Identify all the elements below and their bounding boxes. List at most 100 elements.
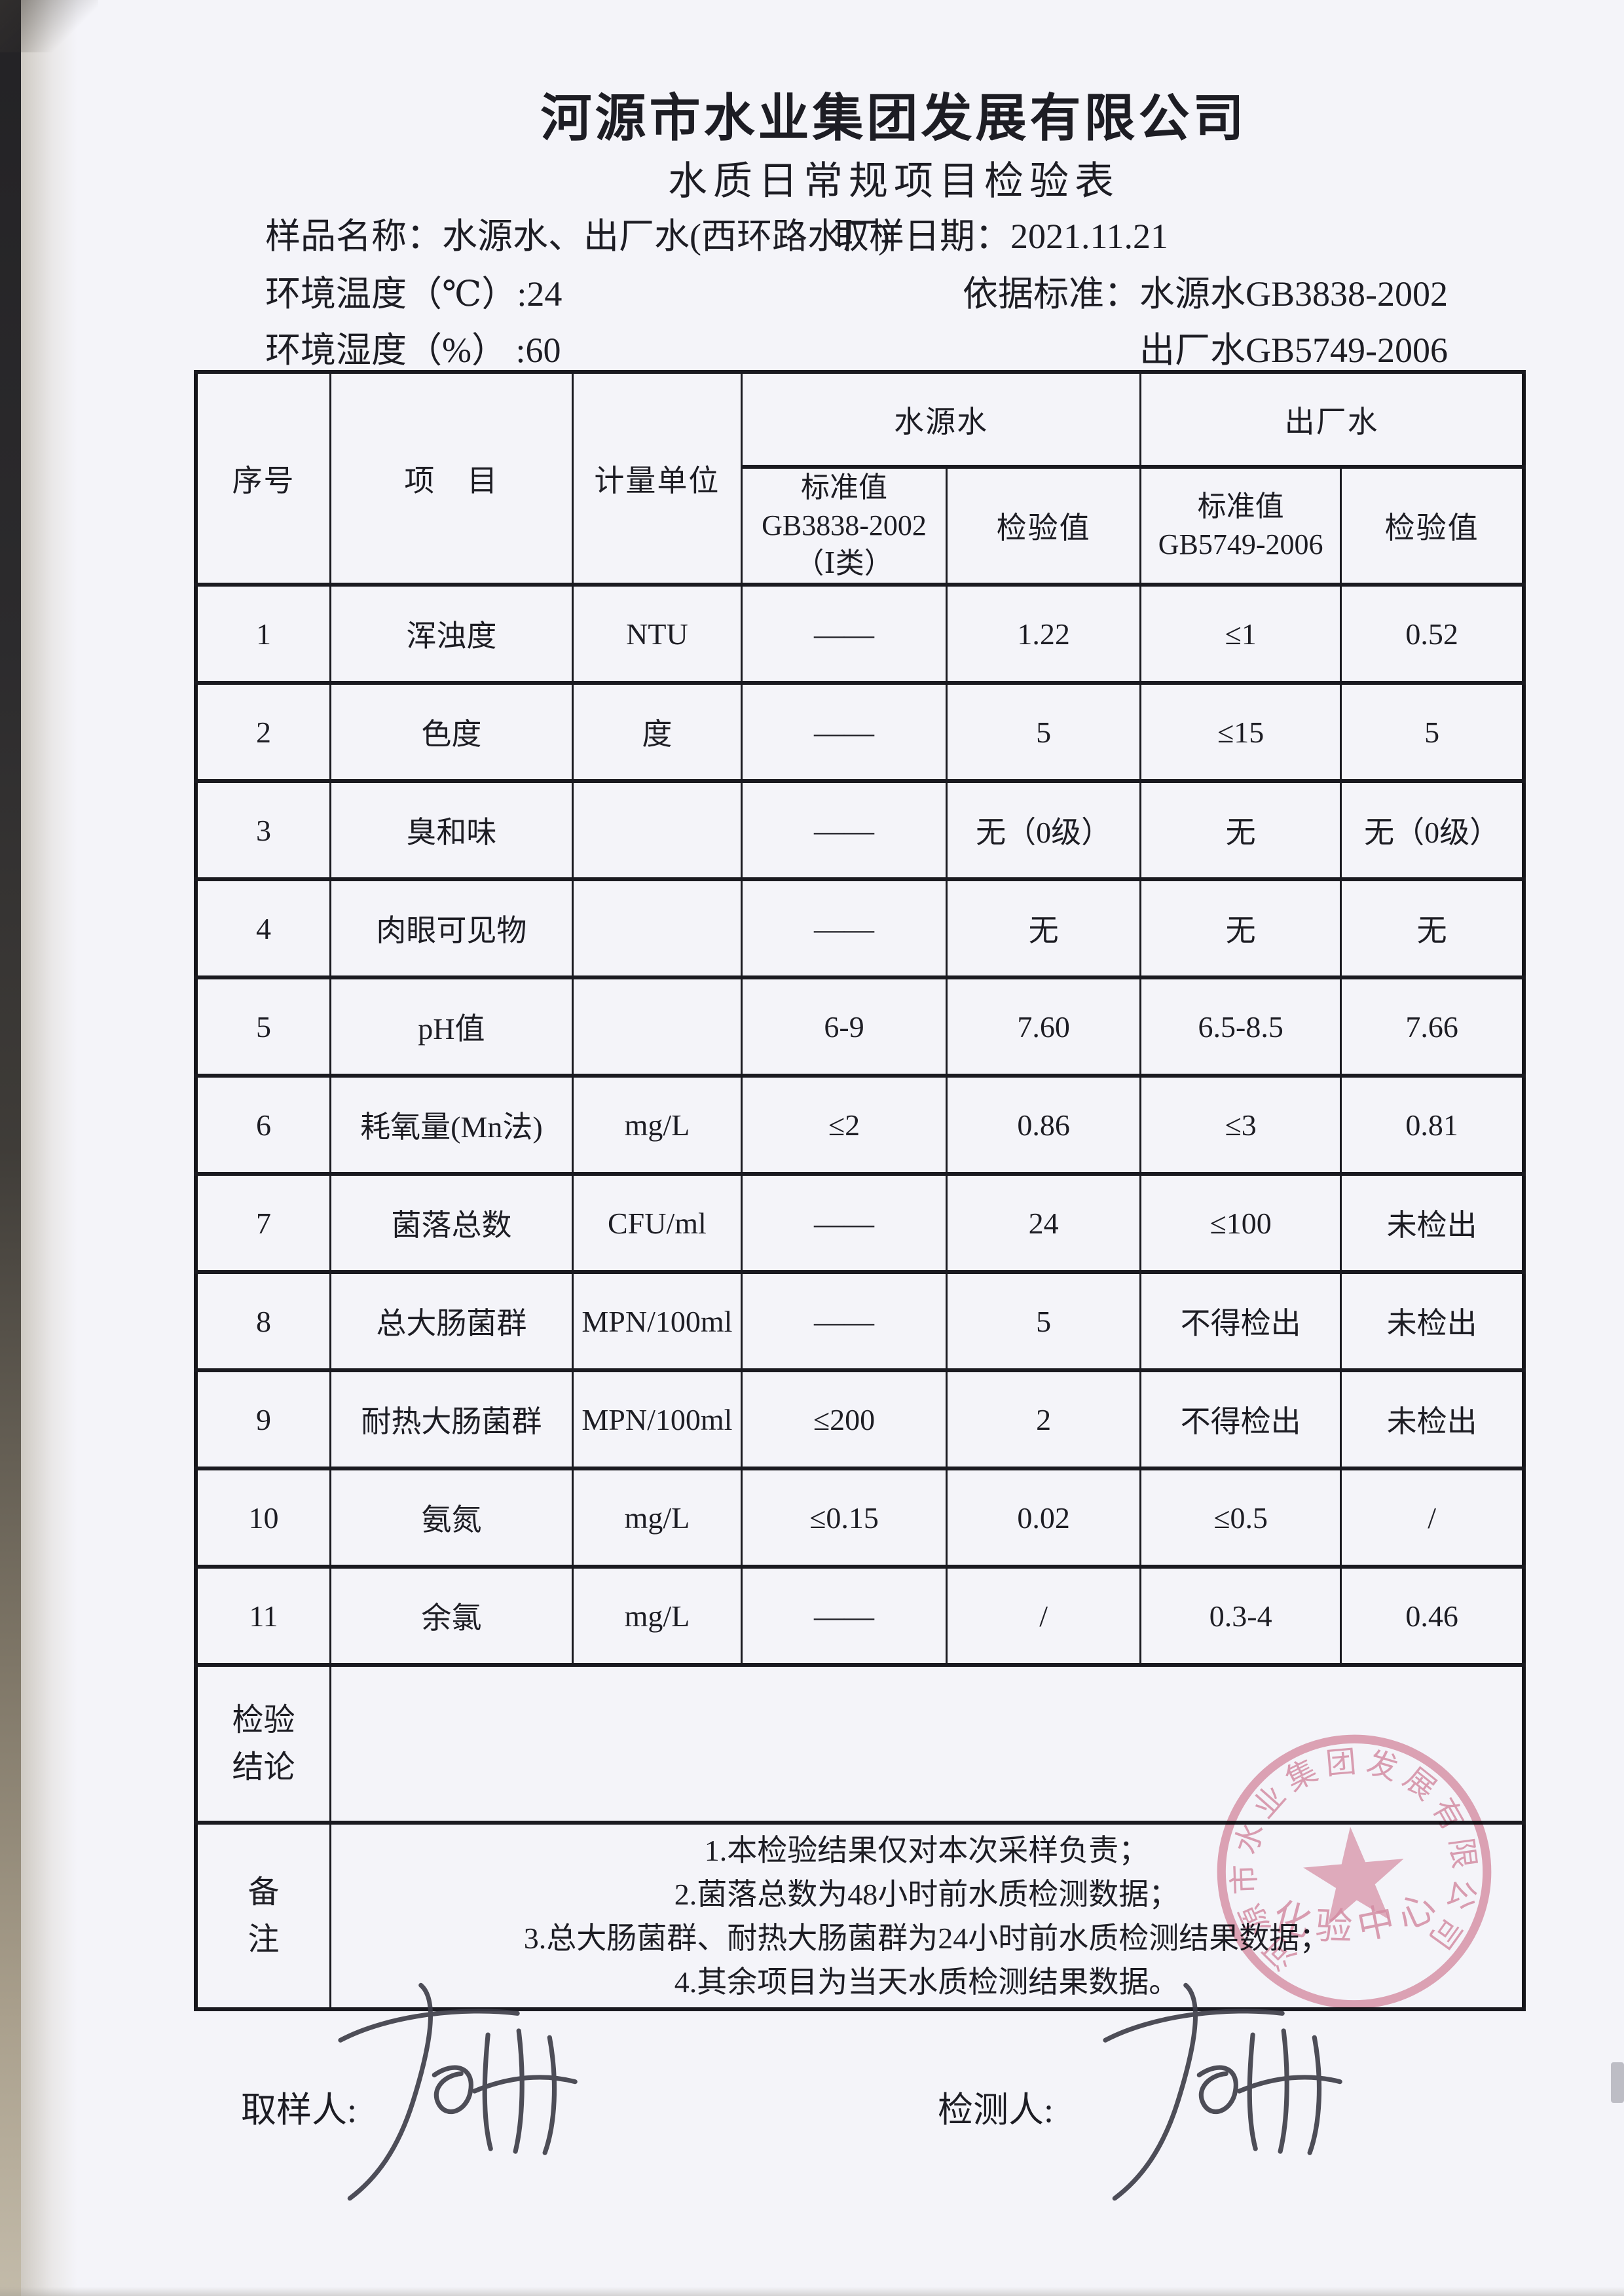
row-no: 10 [194,1467,331,1569]
row-item: 浑浊度 [329,583,574,685]
remarks-content: 1.本检验结果仅对本次采样负责； 2.菌落总数为48小时前水质检测数据； 3.总… [329,1821,1525,2011]
scanner-edge-shadow [0,0,21,2296]
row-value-outflow: 未检出 [1340,1368,1525,1470]
row-value-outflow: 0.52 [1340,583,1525,685]
sampling-date-value: 2021.11.21 [1010,217,1168,256]
row-item: 菌落总数 [329,1172,574,1274]
row-item: 余氯 [329,1565,574,1667]
row-item: 臭和味 [329,779,574,881]
remarks-row: 备注 1.本检验结果仅对本次采样负责； 2.菌落总数为48小时前水质检测数据； … [194,1821,1525,2011]
row-value-source: 2 [946,1368,1142,1470]
sampling-date-label: 取样日期： [834,217,1010,256]
row-unit: CFU/ml [571,1172,743,1274]
row-item: 氨氮 [329,1467,574,1569]
company-seal: 河源市水业集团发展有限公司 化验中心 [1217,1734,1492,2009]
row-standard-source: 6-9 [740,975,948,1078]
conclusion-label: 检验结论 [194,1663,331,1825]
conclusion-row: 检验结论 [194,1663,1525,1825]
row-value-outflow: 无 [1340,877,1525,979]
row-item: 耗氧量(Mn法) [329,1074,574,1176]
col-header-unit: 计量单位 [571,370,743,587]
reference-standard-outflow: 出厂水GB5749-2006 [1139,331,1448,370]
row-item: 色度 [329,681,574,783]
row-standard-source: —— [740,1270,948,1372]
ambient-temperature-value: 24 [526,274,563,314]
row-value-source: 7.60 [946,975,1142,1078]
row-standard-source: —— [740,1565,948,1667]
scanner-right-mark [1611,2062,1624,2103]
row-standard-outflow: 不得检出 [1139,1270,1342,1372]
seal-ring [1217,1734,1492,2009]
row-item: 肉眼可见物 [329,877,574,979]
group-header-outflow-water: 出厂水 [1139,370,1525,469]
table-row: 10 氨氮 mg/L ≤0.15 0.02 ≤0.5 / [194,1467,1525,1569]
row-unit: mg/L [571,1467,743,1569]
col-header-item: 项 目 [329,370,574,587]
row-value-source: 24 [946,1172,1142,1274]
row-item: pH值 [329,975,574,1078]
col-header-standard-source: 标准值 GB3838-2002 （Ⅰ类） [740,465,948,587]
row-no: 9 [194,1368,331,1470]
row-standard-outflow: 不得检出 [1139,1368,1342,1470]
remark-line: 3.总大肠菌群、耐热大肠菌群为24小时前水质检测结果数据； [523,1921,1330,1955]
row-value-outflow: 5 [1340,681,1525,783]
row-no: 11 [194,1565,331,1667]
row-standard-outflow: ≤15 [1139,681,1342,783]
row-standard-outflow: ≤100 [1139,1172,1342,1274]
table-row: 4 肉眼可见物 —— 无 无 无 [194,877,1525,979]
row-standard-outflow: ≤3 [1139,1074,1342,1176]
row-standard-outflow: 6.5-8.5 [1139,975,1342,1078]
row-unit: MPN/100ml [571,1270,743,1372]
row-value-source: 1.22 [946,583,1142,685]
table-sub-header-row: 标准值 GB3838-2002 （Ⅰ类） 检验值 标准值 GB5749-2006… [196,465,1525,587]
row-standard-source: —— [740,1172,948,1274]
table-row: 7 菌落总数 CFU/ml —— 24 ≤100 未检出 [194,1172,1525,1274]
report-subtitle: 水质日常规项目检验表 [668,160,1120,203]
table-row: 6 耗氧量(Mn法) mg/L ≤2 0.86 ≤3 0.81 [194,1074,1525,1176]
reference-standard-label: 依据标准： [963,274,1139,314]
table-row: 5 pH值 6-9 7.60 6.5-8.5 7.66 [194,975,1525,1078]
row-standard-source: ≤200 [740,1368,948,1470]
seal-star [1303,1827,1404,1925]
row-no: 4 [194,877,331,979]
row-value-outflow: 未检出 [1340,1270,1525,1372]
row-standard-source: —— [740,583,948,685]
remark-line: 4.其余项目为当天水质检测结果数据。 [674,1965,1179,1999]
tester-label: 检测人: [938,2090,1054,2130]
row-value-outflow: 7.66 [1340,975,1525,1078]
sampler-signature [338,1982,578,2201]
row-value-source: / [946,1565,1142,1667]
remarks-label: 备注 [194,1821,331,2011]
row-standard-source: —— [740,681,948,783]
row-standard-source: —— [740,779,948,881]
row-value-source: 0.86 [946,1074,1142,1176]
row-value-source: 5 [946,1270,1142,1372]
row-unit: NTU [571,583,743,685]
row-standard-outflow: 0.3-4 [1139,1565,1342,1667]
scanner-corner-shadow [0,0,98,52]
row-standard-source: ≤2 [740,1074,948,1176]
col-header-standard-outflow: 标准值 GB5749-2006 [1139,465,1342,587]
row-value-outflow: 无（0级） [1340,779,1525,881]
row-standard-source: ≤0.15 [740,1467,948,1569]
row-unit [571,877,743,979]
row-value-outflow: 未检出 [1340,1172,1525,1274]
row-value-outflow: 0.46 [1340,1565,1525,1667]
ambient-humidity-value: 60 [525,331,561,370]
row-no: 2 [194,681,331,783]
group-header-source-water: 水源水 [740,370,1142,469]
company-title: 河源市水业集团发展有限公司 [540,90,1247,147]
row-standard-outflow: 无 [1139,877,1342,979]
ambient-temperature-label: 环境温度（℃）: [265,274,527,314]
row-standard-outflow: ≤0.5 [1139,1467,1342,1569]
row-unit: mg/L [571,1074,743,1176]
row-standard-outflow: ≤1 [1139,583,1342,685]
row-standard-outflow: 无 [1139,779,1342,881]
scanner-bottom-shade [0,2287,1624,2296]
row-no: 1 [194,583,331,685]
table-row: 1 浑浊度 NTU —— 1.22 ≤1 0.52 [194,583,1525,685]
col-header-check-source: 检验值 [946,465,1142,587]
col-header-check-outflow: 检验值 [1340,465,1525,587]
table-row: 9 耐热大肠菌群 MPN/100ml ≤200 2 不得检出 未检出 [194,1368,1525,1470]
table-row: 2 色度 度 —— 5 ≤15 5 [194,681,1525,783]
